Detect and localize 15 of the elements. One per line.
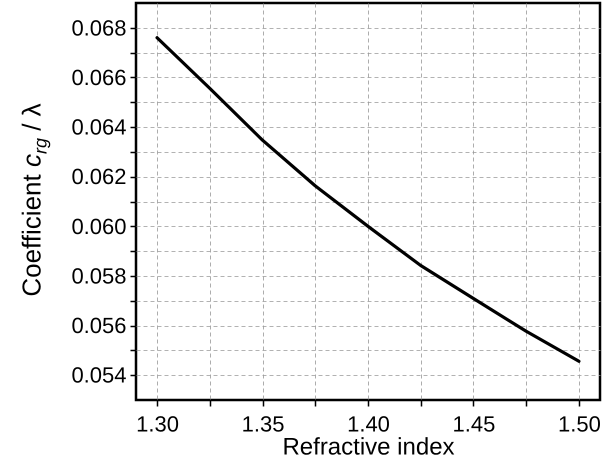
x-tick-label: 1.50	[558, 412, 601, 436]
x-axis-title: Refractive index	[282, 434, 455, 460]
y-tick-label: 0.062	[71, 164, 126, 190]
x-tick-label: 1.30	[136, 412, 180, 436]
y-tick-label: 0.068	[71, 15, 126, 40]
x-tick-label: 1.45	[452, 412, 496, 436]
y-tick-label: 0.058	[71, 263, 126, 288]
y-tick-label: 0.060	[71, 214, 126, 239]
x-tick-label: 1.40	[347, 412, 390, 436]
line-series	[155, 36, 581, 363]
y-tick-label: 0.054	[71, 362, 126, 388]
y-tick-label: 0.056	[71, 313, 126, 338]
x-tick-label: 1.35	[242, 412, 284, 436]
y-tick-label: 0.066	[71, 64, 126, 90]
y-tick-label: 0.064	[71, 114, 126, 140]
